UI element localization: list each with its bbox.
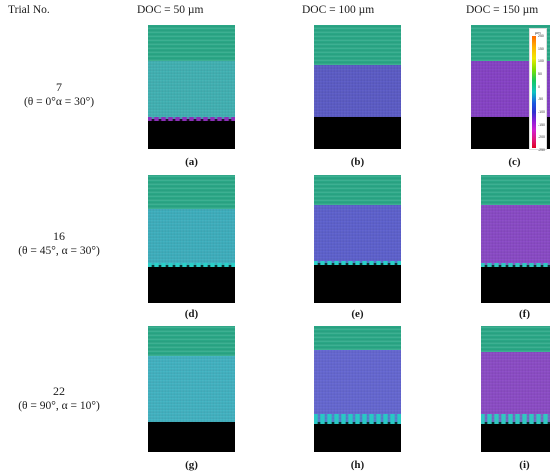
surface-zone (481, 175, 550, 205)
colorbar-tick-label: -50 (538, 97, 544, 102)
colorbar-tick-label: 250 (538, 34, 544, 38)
edge-band (481, 263, 550, 267)
caption-c: (c) (508, 156, 521, 168)
machined-zone (314, 65, 401, 117)
caption-a: (a) (185, 156, 198, 168)
material-base (314, 263, 401, 303)
machined-zone (314, 350, 401, 422)
column-header-doc-50: DOC = 50 µm (137, 4, 204, 16)
trial-number: 16 (53, 229, 65, 243)
trial-header: Trial No. (8, 4, 50, 16)
colorbar-tick-label: -150 (538, 122, 546, 127)
surface-zone (148, 175, 235, 209)
scan-image-g (148, 326, 235, 452)
colorbar-tick-label: 150 (538, 46, 544, 51)
scan-image-b (314, 25, 401, 149)
colorbar-tick-label: 100 (538, 59, 544, 64)
trial-number: 7 (56, 80, 62, 94)
colorbar-tick-label: 0 (538, 84, 540, 89)
caption-f: (f) (519, 308, 530, 320)
edge-band (148, 263, 235, 267)
scan-image-f (481, 175, 550, 303)
trial-params: (θ = 90°, α = 10°) (18, 400, 100, 412)
colorbar-tick-label: -200 (538, 135, 546, 140)
machined-zone (481, 205, 550, 265)
trial-params: (θ = 45°, α = 30°) (18, 245, 100, 257)
edge-band (314, 414, 401, 424)
edge-band (314, 261, 401, 265)
material-base (148, 265, 235, 303)
colorbar-ticks: 250 150 100 50 0 -50 -100 -150 -200 -250 (538, 34, 548, 152)
scan-image-d (148, 175, 235, 303)
machined-zone (148, 356, 235, 422)
scan-image-i (481, 326, 550, 452)
height-colorbar: µm 250 150 100 50 0 -50 -100 -150 -200 -250 (529, 28, 548, 152)
material-base (481, 265, 550, 303)
surface-zone (148, 326, 235, 356)
column-header-doc-150: DOC = 150 µm (466, 4, 539, 16)
colorbar-gradient (532, 36, 536, 148)
caption-e: (e) (351, 308, 364, 320)
caption-d: (d) (184, 308, 199, 320)
trial-params: (θ = 0°α = 30°) (23, 96, 95, 108)
column-header-doc-100: DOC = 100 µm (302, 4, 375, 16)
edge-band (481, 414, 550, 424)
colorbar-tick-label: -100 (538, 110, 546, 114)
surface-zone (314, 326, 401, 350)
row-label-trial-22: 22 (θ = 90°, α = 10°) (0, 384, 118, 414)
scan-image-a (148, 25, 235, 149)
scan-image-h (314, 326, 401, 452)
surface-zone (314, 25, 401, 65)
material-base (314, 117, 401, 149)
row-label-trial-7: 7 (θ = 0°α = 30°) (0, 80, 118, 110)
colorbar-tick-label: -250 (538, 148, 546, 152)
surface-zone (481, 326, 550, 352)
caption-i: (i) (519, 459, 530, 471)
machined-zone (314, 205, 401, 263)
surface-zone (314, 175, 401, 205)
trial-number: 22 (53, 384, 65, 398)
material-base (481, 422, 550, 452)
edge-band (148, 117, 235, 121)
material-base (148, 422, 235, 452)
machined-zone (481, 352, 550, 422)
caption-g: (g) (185, 459, 198, 471)
caption-h: (h) (350, 459, 365, 471)
colorbar-tick-label: 50 (538, 72, 542, 76)
material-base (314, 422, 401, 452)
machined-zone (148, 61, 235, 119)
caption-b: (b) (350, 156, 365, 168)
colorbar-unit: µm (535, 30, 541, 35)
material-base (148, 119, 235, 149)
row-label-trial-16: 16 (θ = 45°, α = 30°) (0, 229, 118, 259)
scan-image-e (314, 175, 401, 303)
surface-zone (148, 25, 235, 61)
machined-zone (148, 209, 235, 265)
